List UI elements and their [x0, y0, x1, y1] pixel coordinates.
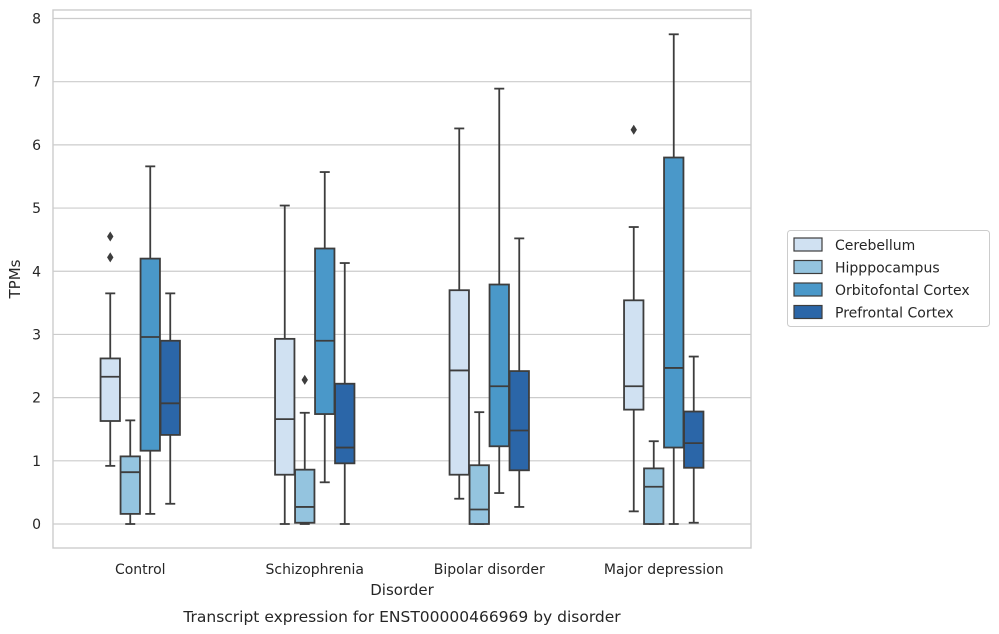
legend-label: Orbitofontal Cortex	[835, 283, 970, 299]
x-tick-label: Control	[115, 562, 166, 578]
box-iqr	[508, 370, 530, 472]
box-cerebellum	[623, 124, 645, 513]
box-iqr	[274, 337, 296, 476]
y-axis-label: TPMs	[6, 259, 24, 299]
box-iqr	[623, 299, 645, 411]
box-iqr	[334, 382, 356, 465]
box-cerebellum	[448, 127, 470, 500]
box-iqr	[159, 339, 181, 436]
box-iqr	[683, 410, 705, 469]
box-iqr	[139, 257, 161, 452]
chart-caption: Transcript expression for ENST0000046696…	[182, 608, 621, 626]
box-orbitofontal-cortex	[488, 87, 510, 494]
box-prefrontal-cortex	[159, 292, 181, 505]
box-iqr	[314, 247, 336, 415]
outlier-point	[107, 252, 114, 263]
legend: Cerebellum Hipppocampus Orbitofontal Corte…	[787, 230, 990, 327]
legend-frame	[787, 230, 990, 327]
box-orbitofontal-cortex	[139, 165, 161, 515]
x-tick-labels: Control Schizophrenia Bipolar disorder Majo…	[115, 562, 724, 578]
box-iqr	[468, 464, 490, 525]
outlier-point	[630, 124, 637, 135]
y-tick-labels: 0 1 2 3 4 5 6 7 8	[32, 12, 41, 534]
box-iqr	[448, 289, 470, 476]
x-tick-label: Major depression	[604, 562, 724, 578]
box-hipppocampus	[643, 440, 665, 525]
y-tick-label: 8	[32, 12, 41, 28]
box-hipppocampus	[119, 419, 141, 525]
legend-label: Hipppocampus	[835, 261, 940, 277]
box-iqr	[488, 283, 510, 448]
box-prefrontal-cortex	[508, 237, 530, 508]
y-tick-label: 0	[32, 517, 41, 533]
outlier-point	[107, 231, 114, 242]
legend-swatch	[793, 304, 823, 320]
plot-frame	[52, 9, 752, 549]
box-prefrontal-cortex	[683, 355, 705, 524]
x-tick-label: Schizophrenia	[266, 562, 364, 578]
box-series-group	[99, 33, 705, 525]
box-hipppocampus	[294, 374, 316, 525]
y-tick-label: 3	[32, 327, 41, 343]
outlier-point	[301, 374, 308, 385]
legend-swatch	[793, 259, 823, 275]
box-orbitofontal-cortex	[314, 171, 336, 484]
box-orbitofontal-cortex	[663, 33, 685, 525]
box-prefrontal-cortex	[334, 262, 356, 525]
box-iqr	[643, 467, 665, 525]
box-cerebellum	[99, 231, 121, 467]
box-iqr	[294, 468, 316, 524]
legend-label: Cerebellum	[835, 238, 915, 254]
y-tick-label: 5	[32, 201, 41, 217]
y-tick-label: 6	[32, 138, 41, 154]
box-iqr	[663, 156, 685, 449]
legend-label: Prefrontal Cortex	[835, 306, 954, 322]
y-tick-label: 7	[32, 75, 41, 91]
legend-swatch	[793, 282, 823, 297]
y-tick-label: 1	[32, 454, 41, 470]
box-iqr	[99, 357, 121, 422]
box-iqr	[119, 455, 141, 515]
box-hipppocampus	[468, 411, 490, 525]
y-tick-label: 2	[32, 391, 41, 407]
x-tick-label: Bipolar disorder	[434, 562, 545, 578]
y-tick-label: 4	[32, 264, 41, 280]
box-cerebellum	[274, 204, 296, 525]
x-axis-label: Disorder	[370, 581, 434, 599]
legend-swatch	[793, 237, 823, 252]
